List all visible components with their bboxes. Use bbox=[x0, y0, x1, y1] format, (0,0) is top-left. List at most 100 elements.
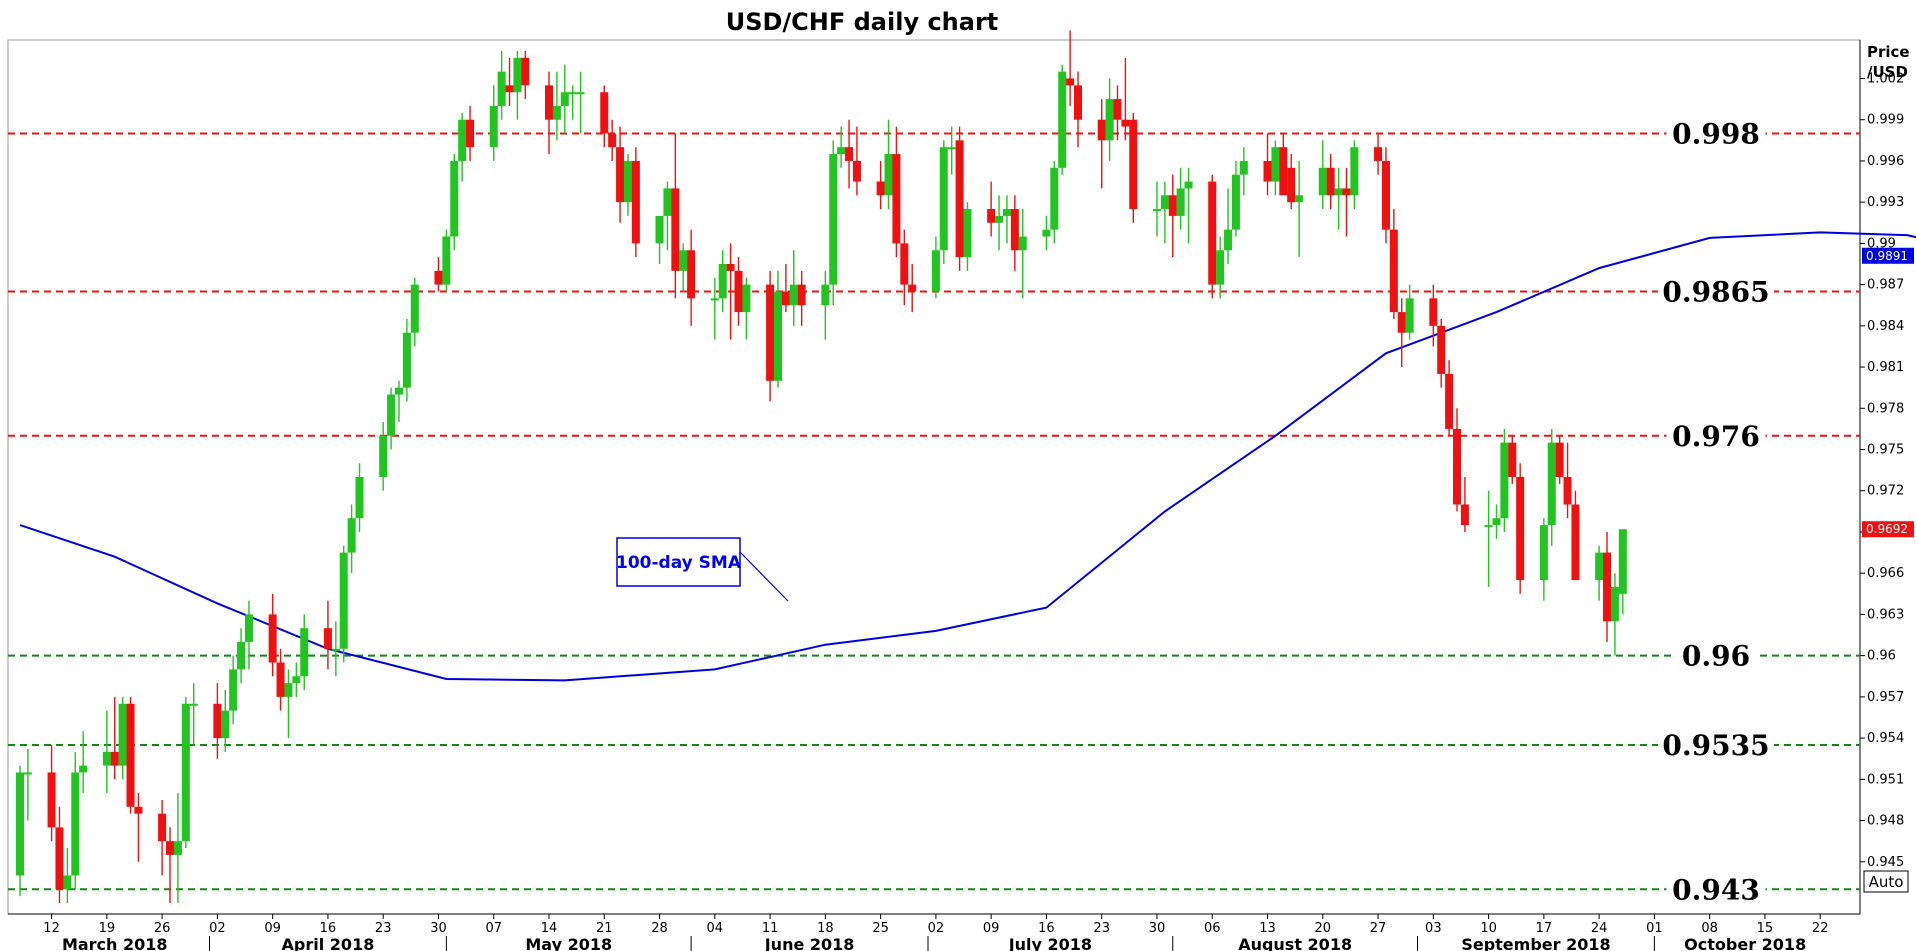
candle-body-116 bbox=[1295, 195, 1304, 203]
candle-body-105 bbox=[1176, 188, 1185, 216]
price-tick-label-6: 0.984 bbox=[1867, 319, 1904, 334]
candle-body-64 bbox=[726, 263, 735, 271]
candle-body-40 bbox=[458, 119, 467, 161]
price-tick-label-19: 0.945 bbox=[1867, 855, 1904, 870]
candle-body-145 bbox=[1618, 529, 1627, 594]
price-tick-label-8: 0.978 bbox=[1867, 401, 1904, 416]
price-tick-label-16: 0.954 bbox=[1867, 731, 1904, 746]
price-tick-label-9: 0.975 bbox=[1867, 443, 1904, 458]
candle-body-56 bbox=[631, 160, 640, 244]
level-label-bg-0 bbox=[1666, 115, 1766, 152]
candle-body-85 bbox=[955, 140, 964, 258]
candle-body-21 bbox=[244, 614, 253, 642]
date-tick-label-9: 14 bbox=[541, 921, 558, 936]
candle-body-58 bbox=[663, 188, 672, 216]
candle-body-38 bbox=[442, 236, 451, 285]
candle-body-130 bbox=[1453, 428, 1462, 505]
date-tick-label-24: 27 bbox=[1370, 921, 1387, 936]
candle-body-70 bbox=[789, 284, 798, 306]
candle-body-35 bbox=[402, 332, 411, 388]
candle-body-11 bbox=[134, 806, 143, 814]
candle-body-66 bbox=[742, 284, 751, 313]
candle-body-83 bbox=[939, 147, 948, 251]
candle-body-143 bbox=[1603, 552, 1612, 622]
date-tick-label-20: 30 bbox=[1149, 921, 1166, 936]
candle-body-46 bbox=[521, 57, 530, 86]
date-tick-label-4: 09 bbox=[264, 921, 281, 936]
date-tick-label-1: 19 bbox=[99, 921, 116, 936]
date-tick-label-14: 18 bbox=[817, 921, 834, 936]
date-tick-label-30: 08 bbox=[1701, 921, 1718, 936]
candle-body-86 bbox=[963, 209, 972, 258]
candle-body-120 bbox=[1342, 188, 1351, 196]
month-label-2: May 2018 bbox=[525, 935, 612, 951]
candle-body-131 bbox=[1460, 504, 1469, 526]
candle-body-24 bbox=[284, 683, 293, 697]
price-tick-label-17: 0.951 bbox=[1867, 772, 1904, 787]
candle-body-115 bbox=[1287, 167, 1296, 203]
chart-title: USD/CHF daily chart bbox=[726, 8, 999, 36]
candle-body-30 bbox=[347, 518, 356, 553]
level-label-3: 0.96 bbox=[1682, 640, 1750, 673]
candle-body-7 bbox=[102, 751, 111, 766]
sma-annotation-box bbox=[616, 537, 741, 587]
candle-body-93 bbox=[1050, 167, 1059, 230]
candle-body-91 bbox=[1018, 236, 1027, 251]
auto-scale-button-label[interactable]: Auto bbox=[1869, 873, 1904, 891]
candle-body-68 bbox=[773, 291, 782, 381]
candle-body-129 bbox=[1445, 373, 1454, 429]
candle-body-94 bbox=[1058, 71, 1067, 168]
date-tick-label-21: 06 bbox=[1204, 921, 1221, 936]
candle-body-55 bbox=[623, 160, 632, 203]
price-tick-label-3: 0.993 bbox=[1867, 195, 1904, 210]
candle-body-119 bbox=[1334, 188, 1343, 196]
date-axis-ticks: 12 19 26 02 09 16 23 30 07 14 21 28 04 11 18 25 02 09 16 23… bbox=[43, 914, 1828, 951]
sma-annotation-pointer bbox=[739, 551, 789, 602]
price-axis-ticks: 1.002 0.999 0.996 0.993 0.99 0.987 0.984 0.981 0… bbox=[1860, 71, 1904, 870]
candle-body-73 bbox=[829, 154, 838, 285]
candle-body-102 bbox=[1152, 209, 1161, 212]
candle-body-90 bbox=[1010, 209, 1019, 251]
candle-body-5 bbox=[71, 772, 80, 876]
date-tick-label-18: 16 bbox=[1038, 921, 1055, 936]
candle-body-25 bbox=[292, 676, 301, 684]
level-label-bg-4 bbox=[1658, 726, 1774, 763]
candle-body-3 bbox=[55, 827, 64, 890]
date-tick-label-12: 04 bbox=[707, 921, 724, 936]
candle-body-10 bbox=[126, 703, 135, 807]
date-tick-label-0: 12 bbox=[43, 921, 60, 936]
date-tick-label-15: 25 bbox=[872, 921, 889, 936]
price-tick-label-5: 0.987 bbox=[1867, 278, 1904, 293]
candle-body-109 bbox=[1224, 229, 1233, 251]
candle-body-20 bbox=[237, 641, 246, 670]
auto-scale-button[interactable]: Auto bbox=[1863, 870, 1909, 893]
candle-body-62 bbox=[710, 298, 719, 301]
date-tick-label-16: 02 bbox=[928, 921, 945, 936]
candle-body-118 bbox=[1326, 167, 1335, 196]
candle-body-138 bbox=[1547, 442, 1556, 526]
date-tick-label-5: 16 bbox=[320, 921, 337, 936]
candle-body-53 bbox=[608, 133, 617, 148]
candle-body-31 bbox=[355, 477, 364, 519]
candle-body-88 bbox=[995, 215, 1004, 223]
candle-body-54 bbox=[616, 147, 625, 203]
month-label-6: September 2018 bbox=[1461, 935, 1610, 951]
candle-body-60 bbox=[679, 250, 688, 271]
candle-body-127 bbox=[1429, 298, 1438, 326]
price-tick-label-12: 0.966 bbox=[1867, 566, 1904, 581]
candle-body-128 bbox=[1437, 325, 1446, 374]
candle-body-141 bbox=[1571, 504, 1580, 581]
candle-body-26 bbox=[300, 628, 309, 677]
candle-body-132 bbox=[1484, 525, 1493, 528]
date-tick-label-23: 20 bbox=[1315, 921, 1332, 936]
candle-body-107 bbox=[1208, 181, 1217, 285]
date-tick-label-3: 02 bbox=[209, 921, 226, 936]
price-tick-label-0: 1.002 bbox=[1867, 71, 1904, 86]
candle-body-59 bbox=[671, 188, 680, 271]
date-tick-label-7: 30 bbox=[430, 921, 447, 936]
candle-body-2 bbox=[47, 772, 56, 828]
candle-body-96 bbox=[1074, 85, 1083, 120]
candle-body-89 bbox=[1002, 209, 1011, 216]
auto-scale-button-frame[interactable] bbox=[1863, 870, 1909, 893]
candle-body-124 bbox=[1389, 229, 1398, 313]
